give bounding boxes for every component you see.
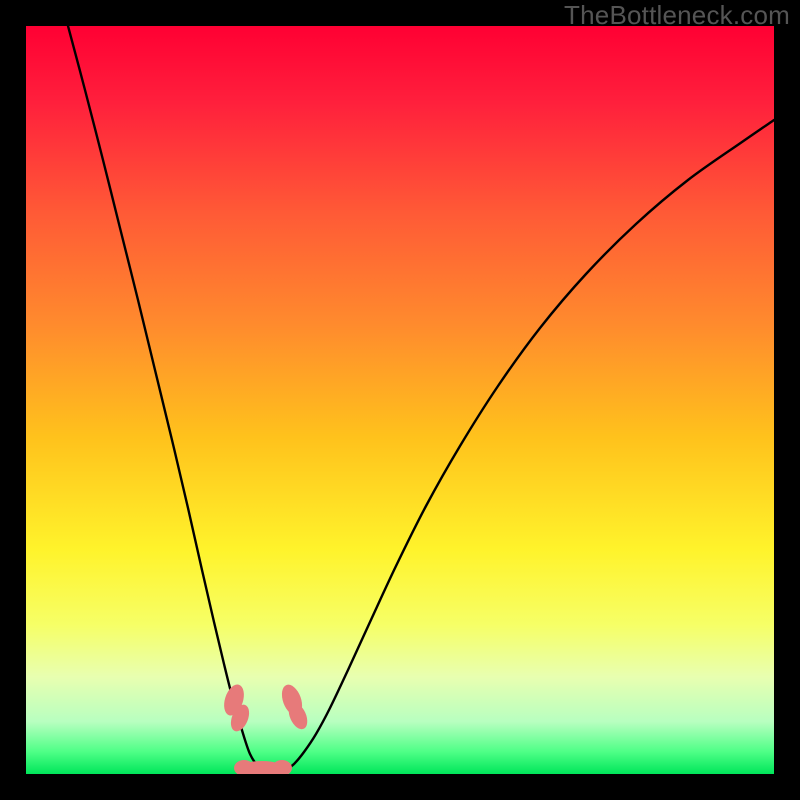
marker bbox=[272, 760, 292, 776]
marker bbox=[234, 760, 254, 776]
bottleneck-chart bbox=[0, 0, 800, 800]
watermark-text: TheBottleneck.com bbox=[564, 0, 790, 31]
chart-gradient-bg bbox=[26, 26, 774, 774]
chart-stage: TheBottleneck.com bbox=[0, 0, 800, 800]
